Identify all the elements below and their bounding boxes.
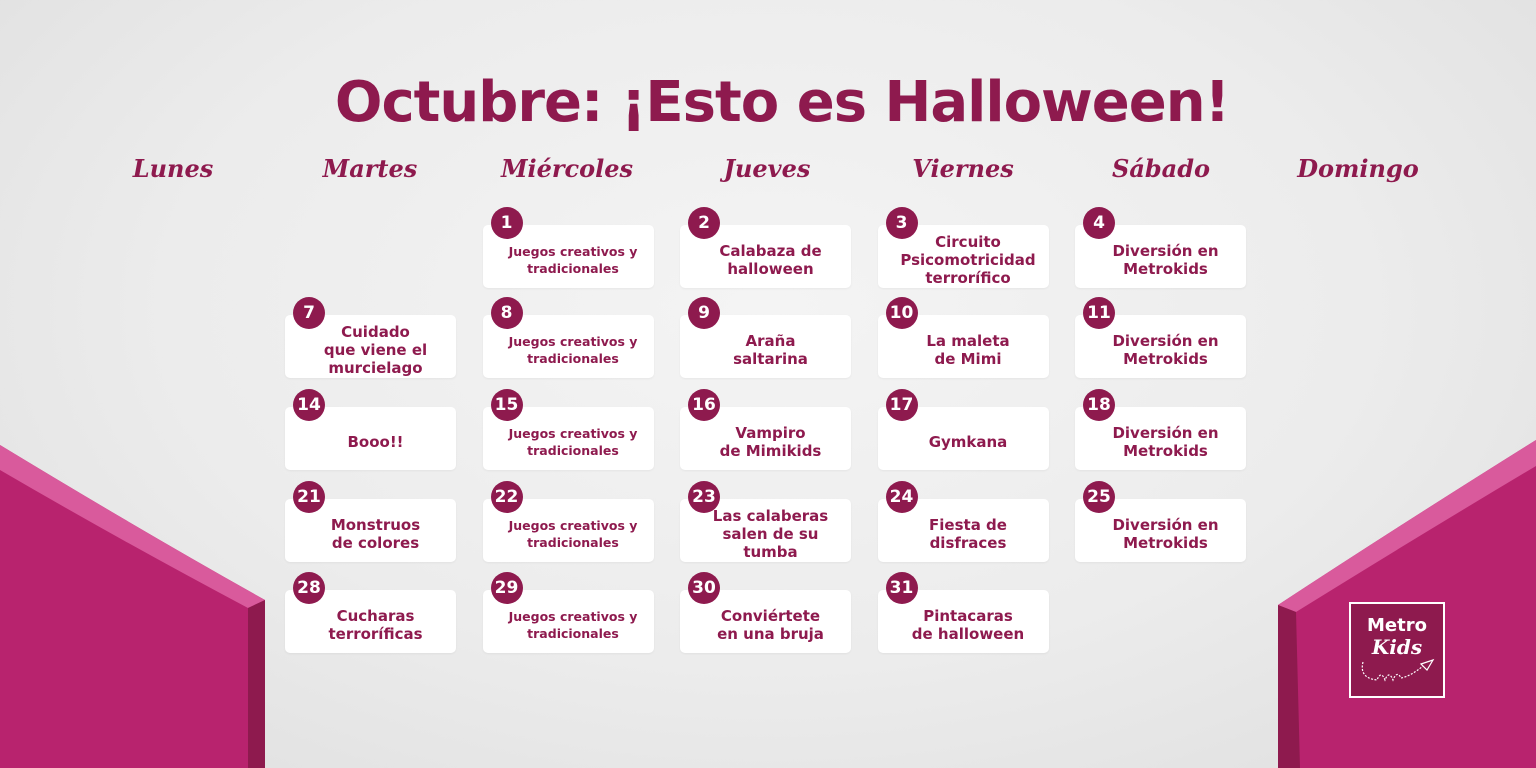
event-title: Circuito Psicomotricidad terrorífico: [900, 232, 1036, 287]
event-title: Diversión en Metrokids: [1112, 515, 1219, 552]
event-title: Diversión en Metrokids: [1112, 331, 1219, 368]
event-card: 2 Calabaza de halloween: [680, 207, 851, 288]
day-number-badge: 18: [1083, 389, 1115, 421]
event-card: 4 Diversión en Metrokids: [1075, 207, 1246, 288]
event-card: 22 Juegos creativos y tradicionales: [482, 481, 654, 562]
event-card: 31 Pintacaras de halloween: [877, 572, 1049, 653]
event-card: 8 Juegos creativos y tradicionales: [482, 297, 654, 378]
day-number-badge: 21: [293, 481, 325, 513]
right-panel-edge: [1278, 440, 1536, 612]
day-number-badge: 8: [490, 297, 523, 329]
weekday-6: Domingo: [1297, 154, 1419, 183]
event-title: Las calaberas salen de su tumba: [712, 506, 829, 561]
weekday-0: Lunes: [132, 154, 214, 183]
event-title: Booo!!: [347, 432, 404, 451]
event-card: 16 Vampiro de Mimikids: [680, 389, 851, 470]
metrokids-logo: Metro Kids: [1349, 602, 1445, 698]
day-number-badge: 7: [293, 297, 325, 329]
event-title: Araña saltarina: [733, 331, 808, 368]
event-card: 21 Monstruos de colores: [285, 481, 456, 562]
event-title: Juegos creativos y tradicionales: [508, 333, 638, 366]
event-title: Pintacaras de halloween: [911, 606, 1025, 643]
day-number-badge: 24: [885, 481, 918, 513]
event-title: Monstruos de colores: [330, 515, 421, 552]
weekday-2: Miércoles: [500, 154, 634, 183]
event-title: Juegos creativos y tradicionales: [508, 425, 638, 458]
event-card: 28 Cucharas terroríficas: [285, 572, 456, 653]
event-card: 10 La maleta de Mimi: [877, 297, 1049, 378]
event-title: Conviértete en una bruja: [717, 606, 824, 643]
day-number-badge: 17: [885, 389, 918, 421]
event-title: La maleta de Mimi: [926, 331, 1010, 368]
event-card: 30 Conviértete en una bruja: [680, 572, 851, 653]
day-number-badge: 10: [885, 297, 918, 329]
weekday-4: Viernes: [912, 154, 1014, 183]
event-card: 25 Diversión en Metrokids: [1075, 481, 1246, 562]
day-number-badge: 3: [885, 207, 918, 239]
weekday-5: Sábado: [1111, 154, 1210, 183]
event-card: 9 Araña saltarina: [680, 297, 851, 378]
event-title: Diversión en Metrokids: [1112, 241, 1219, 278]
logo-text: Metro: [1367, 615, 1427, 636]
left-panel-edge: [0, 445, 265, 608]
right-panel-side: [1278, 605, 1300, 768]
day-number-badge: 2: [688, 207, 720, 239]
event-title: Fiesta de disfraces: [929, 515, 1007, 552]
event-card: 29 Juegos creativos y tradicionales: [482, 572, 654, 653]
event-card: 15 Juegos creativos y tradicionales: [482, 389, 654, 470]
event-title: Vampiro de Mimikids: [719, 423, 822, 460]
page-title: Octubre: ¡Esto es Halloween!: [334, 70, 1230, 135]
event-card: 11 Diversión en Metrokids: [1075, 297, 1246, 378]
day-number-badge: 23: [688, 481, 720, 513]
paper-plane-icon: [1361, 658, 1435, 682]
event-title: Juegos creativos y tradicionales: [508, 517, 638, 550]
event-card: 24 Fiesta de disfraces: [877, 481, 1049, 562]
event-title: Gymkana: [928, 432, 1008, 451]
day-number-badge: 9: [688, 297, 720, 329]
weekday-1: Martes: [322, 154, 418, 183]
event-title: Cuidado que viene el murcielago: [323, 322, 428, 377]
left-panel-side: [248, 600, 265, 768]
day-number-badge: 25: [1083, 481, 1115, 513]
day-number-badge: 4: [1083, 207, 1115, 239]
event-title: Calabaza de halloween: [719, 241, 822, 278]
left-panel: [0, 445, 265, 768]
event-title: Juegos creativos y tradicionales: [508, 608, 638, 641]
event-card: 3 Circuito Psicomotricidad terrorífico: [877, 207, 1049, 288]
day-number-badge: 29: [490, 572, 523, 604]
day-number-badge: 30: [688, 572, 720, 604]
day-number-badge: 14: [293, 389, 325, 421]
logo-text: Kids: [1371, 635, 1423, 659]
day-number-badge: 15: [490, 389, 523, 421]
day-number-badge: 16: [688, 389, 720, 421]
event-card: 7 Cuidado que viene el murcielago: [285, 297, 456, 378]
weekday-3: Jueves: [723, 154, 811, 183]
event-title: Juegos creativos y tradicionales: [508, 243, 638, 276]
event-title: Cucharas terroríficas: [328, 606, 423, 643]
event-card: 14 Booo!!: [285, 389, 456, 470]
day-number-badge: 11: [1083, 297, 1115, 329]
event-card: 23 Las calaberas salen de su tumba: [680, 481, 851, 562]
day-number-badge: 28: [293, 572, 325, 604]
event-card: 1 Juegos creativos y tradicionales: [482, 207, 654, 288]
event-card: 18 Diversión en Metrokids: [1075, 389, 1246, 470]
day-number-badge: 31: [885, 572, 918, 604]
event-card: 17 Gymkana: [877, 389, 1049, 470]
day-number-badge: 1: [490, 207, 523, 239]
day-number-badge: 22: [490, 481, 523, 513]
event-title: Diversión en Metrokids: [1112, 423, 1219, 460]
